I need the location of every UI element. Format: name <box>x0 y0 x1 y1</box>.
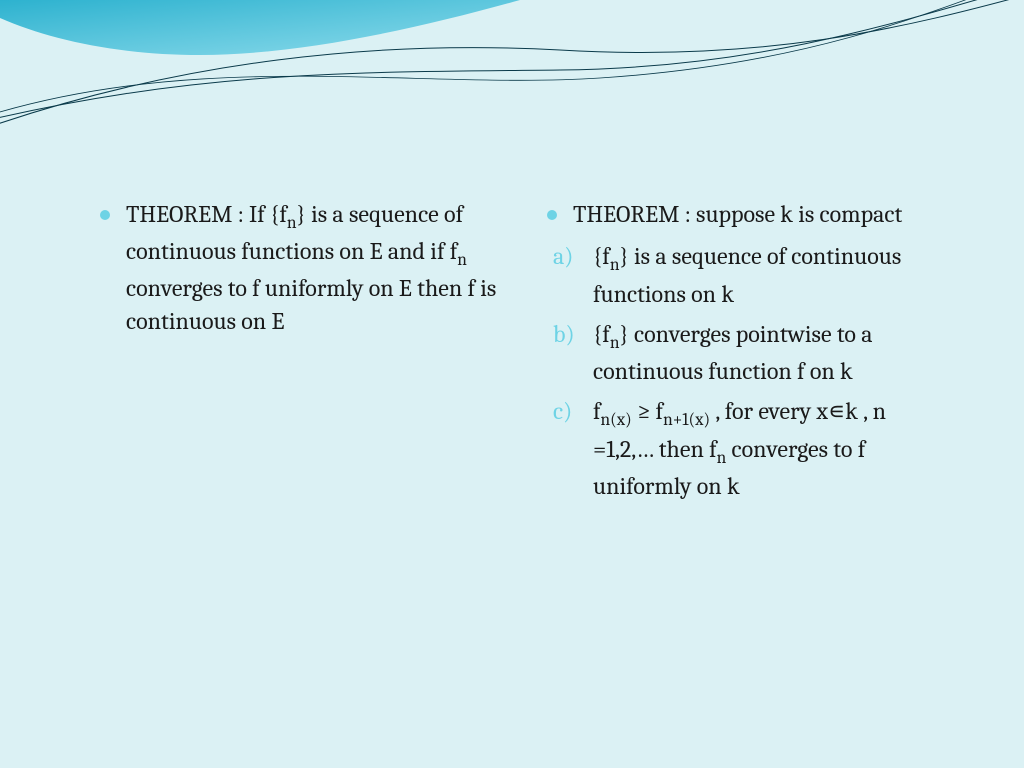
condition-c-text: fn(x) ≥ fn+1(x) , for every x∊k , n =1,2… <box>593 395 944 502</box>
bullet-icon <box>100 210 110 220</box>
condition-b: b) {fn} converges pointwise to a continu… <box>551 318 944 388</box>
theorem-right-intro: THEOREM : suppose k is compact <box>547 198 944 230</box>
condition-a: a) {fn} is a sequence of continuous func… <box>551 240 944 310</box>
theorem-left: THEOREM : If {fn} is a sequence of conti… <box>100 198 497 337</box>
letter-marker-c: c) <box>551 395 593 427</box>
slide-content: THEOREM : If {fn} is a sequence of conti… <box>0 0 1024 768</box>
bullet-icon <box>547 210 557 220</box>
condition-b-text: {fn} converges pointwise to a continuous… <box>593 318 944 388</box>
letter-marker-b: b) <box>551 318 593 350</box>
letter-marker-a: a) <box>551 240 593 272</box>
right-column: THEOREM : suppose k is compact a) {fn} i… <box>537 198 964 768</box>
theorem-left-text: THEOREM : If {fn} is a sequence of conti… <box>126 198 497 337</box>
condition-a-text: {fn} is a sequence of continuous functio… <box>593 240 944 310</box>
theorem-right-intro-text: THEOREM : suppose k is compact <box>573 198 944 230</box>
left-column: THEOREM : If {fn} is a sequence of conti… <box>100 198 537 768</box>
condition-c: c) fn(x) ≥ fn+1(x) , for every x∊k , n =… <box>551 395 944 502</box>
